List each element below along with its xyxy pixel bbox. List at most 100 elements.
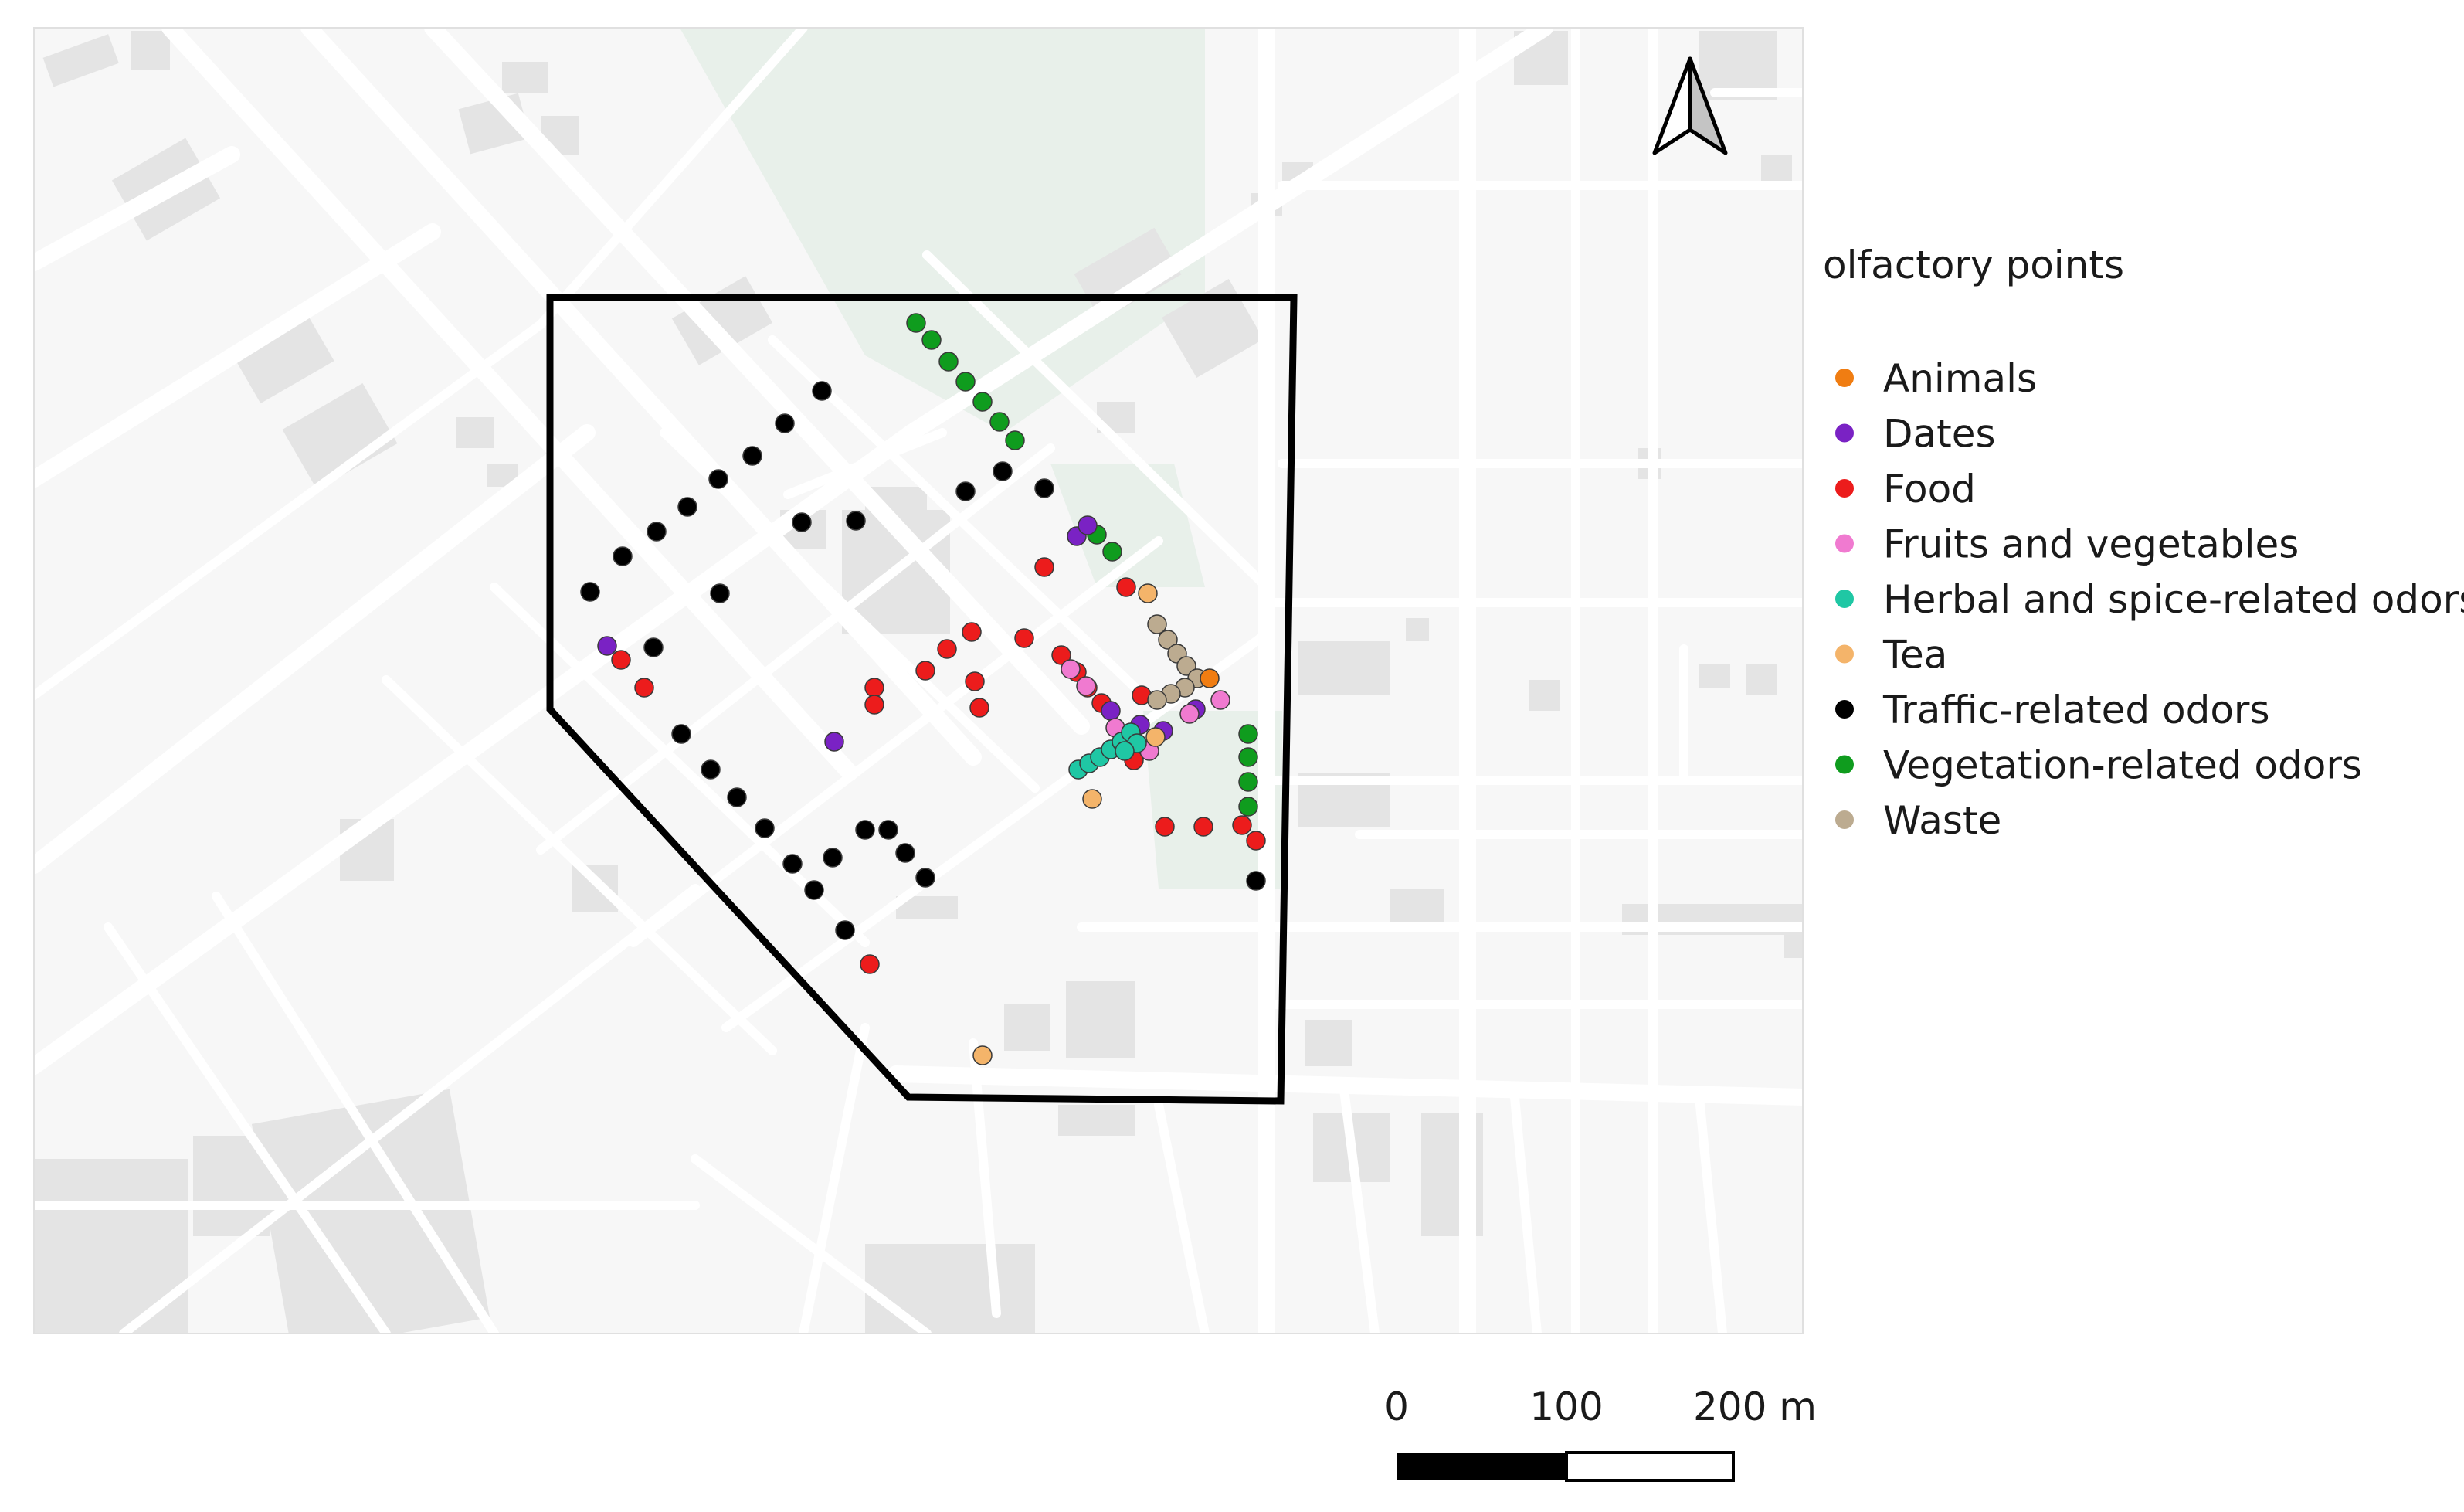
legend-swatch-tea [1835, 644, 1854, 664]
point-traffic [812, 381, 832, 401]
point-traffic [993, 461, 1013, 481]
point-vegetation [955, 372, 976, 392]
legend-title: olfactory points [1823, 243, 2124, 287]
point-traffic [1246, 871, 1266, 891]
point-traffic [677, 497, 697, 517]
point-vegetation [1238, 772, 1258, 792]
legend-label-waste: Waste [1883, 798, 2001, 843]
olfactory-points-layer [580, 313, 1266, 1065]
point-traffic [955, 481, 976, 501]
point-dates [824, 732, 844, 752]
point-waste [1176, 656, 1196, 676]
point-traffic [643, 637, 664, 657]
legend-swatch-animals [1835, 369, 1854, 387]
point-vegetation [1102, 542, 1122, 562]
roads [34, 28, 1803, 1334]
study-area-boundary [546, 294, 1298, 1105]
legend-swatch-herbal [1835, 590, 1854, 608]
point-tea [972, 1045, 993, 1065]
point-traffic [708, 469, 728, 489]
legend-swatch-vegetation [1835, 755, 1854, 774]
point-vegetation [938, 352, 959, 372]
legend-label-herbal: Herbal and spice-related odors [1883, 577, 2464, 622]
point-traffic [782, 854, 803, 874]
point-traffic [580, 582, 600, 602]
point-food [611, 650, 631, 670]
scale-bar: 0 100 200 m [1384, 1385, 1817, 1482]
point-traffic [878, 820, 898, 840]
legend-label-tea: Tea [1882, 633, 1947, 678]
point-traffic [755, 818, 775, 838]
point-food [1014, 628, 1034, 648]
legend-label-vegetation: Vegetation-related odors [1883, 743, 2362, 788]
point-food [915, 661, 935, 681]
point-animals [1200, 668, 1220, 688]
legend-label-traffic: Traffic-related odors [1882, 688, 2270, 732]
point-fruits [1210, 690, 1230, 710]
point-traffic [855, 820, 875, 840]
legend-label-animals: Animals [1883, 356, 2037, 401]
point-traffic [701, 759, 721, 780]
point-traffic [727, 787, 747, 807]
point-food [1034, 557, 1054, 577]
point-food [634, 678, 654, 698]
point-fruits [1061, 659, 1081, 679]
point-food [860, 954, 880, 974]
point-traffic [742, 446, 762, 466]
legend-items: Animals Dates Food Fruits and vegetables Her… [1835, 356, 2464, 843]
legend-swatch-waste [1835, 810, 1854, 829]
legend-label-dates: Dates [1883, 412, 1996, 457]
point-vegetation [906, 313, 926, 333]
point-traffic [823, 848, 843, 868]
point-traffic [792, 512, 812, 532]
point-food [1116, 577, 1136, 597]
scale-label-200m: 200 m [1693, 1385, 1817, 1429]
legend-swatch-food [1835, 479, 1854, 498]
basemap [34, 28, 1803, 1334]
point-tea [1145, 727, 1166, 747]
point-herbal [1115, 741, 1135, 761]
point-traffic [846, 511, 866, 531]
point-food [1232, 815, 1252, 835]
legend: olfactory points Animals Dates Food Fruits … [1823, 243, 2464, 843]
point-fruits [1076, 676, 1096, 696]
scale-bar-segment-dark [1397, 1453, 1566, 1480]
point-waste [1147, 614, 1167, 634]
point-food [969, 698, 989, 718]
point-traffic [1034, 478, 1054, 498]
point-traffic [647, 522, 667, 542]
point-food [1051, 645, 1071, 665]
point-vegetation [1238, 797, 1258, 817]
point-traffic [671, 724, 691, 744]
point-vegetation [1005, 430, 1025, 450]
legend-swatch-dates [1835, 423, 1854, 443]
point-traffic [804, 880, 824, 900]
point-waste [1147, 690, 1167, 710]
point-traffic [775, 413, 795, 433]
legend-label-fruits: Fruits and vegetables [1883, 522, 2299, 567]
legend-swatch-traffic [1835, 700, 1854, 719]
point-dates [1101, 701, 1121, 721]
point-waste [1158, 630, 1178, 650]
point-vegetation [921, 330, 942, 350]
point-tea [1082, 789, 1102, 809]
legend-label-food: Food [1883, 467, 1976, 511]
point-dates [597, 636, 617, 656]
point-traffic [710, 583, 730, 603]
scale-label-0: 0 [1384, 1385, 1409, 1429]
point-food [937, 639, 957, 659]
point-food [1246, 831, 1266, 851]
scale-bar-segment-light [1565, 1451, 1735, 1482]
point-vegetation [972, 392, 993, 412]
point-tea [1138, 583, 1158, 603]
legend-swatch-fruits [1835, 534, 1854, 553]
point-fruits [1179, 704, 1200, 724]
point-traffic [915, 868, 935, 888]
point-vegetation [1238, 724, 1258, 744]
point-food [864, 695, 884, 715]
point-vegetation [1238, 747, 1258, 767]
point-food [965, 671, 985, 691]
point-dates [1078, 515, 1098, 535]
point-food [1193, 817, 1213, 837]
point-traffic [613, 546, 633, 566]
